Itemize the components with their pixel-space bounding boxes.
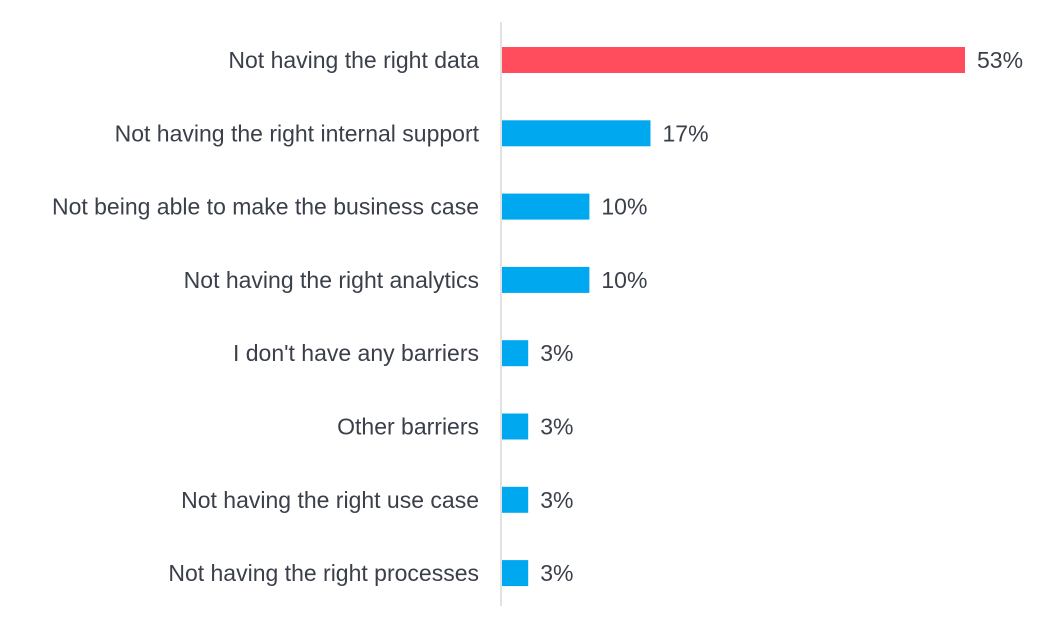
bar-8 xyxy=(502,560,529,587)
value-label-3: 10% xyxy=(601,194,647,220)
bar-1 xyxy=(502,47,965,73)
value-label-2: 17% xyxy=(663,120,709,146)
bar-2 xyxy=(502,120,651,147)
bar-4 xyxy=(502,266,590,293)
category-label-8: Not having the right processes xyxy=(168,560,479,586)
category-label-6: Other barriers xyxy=(337,414,479,440)
value-labels: 53% 17% 10% 10% 3% 3% 3% 3% xyxy=(540,47,1023,586)
bars-group xyxy=(502,47,965,587)
value-label-6: 3% xyxy=(540,414,573,440)
category-label-4: Not having the right analytics xyxy=(184,267,479,293)
bar-6 xyxy=(502,413,529,440)
category-labels: Not having the right data Not having the … xyxy=(52,47,480,586)
bar-7 xyxy=(502,486,529,513)
bar-5 xyxy=(502,340,529,367)
category-label-2: Not having the right internal support xyxy=(115,120,480,146)
category-label-1: Not having the right data xyxy=(228,47,479,73)
value-label-8: 3% xyxy=(540,560,573,586)
category-label-5: I don't have any barriers xyxy=(233,340,479,366)
bar-3 xyxy=(502,193,590,220)
value-label-7: 3% xyxy=(540,487,573,513)
category-label-3: Not being able to make the business case xyxy=(52,194,479,220)
category-label-7: Not having the right use case xyxy=(181,487,479,513)
value-label-1: 53% xyxy=(977,47,1023,73)
value-label-5: 3% xyxy=(540,340,573,366)
value-label-4: 10% xyxy=(601,267,647,293)
